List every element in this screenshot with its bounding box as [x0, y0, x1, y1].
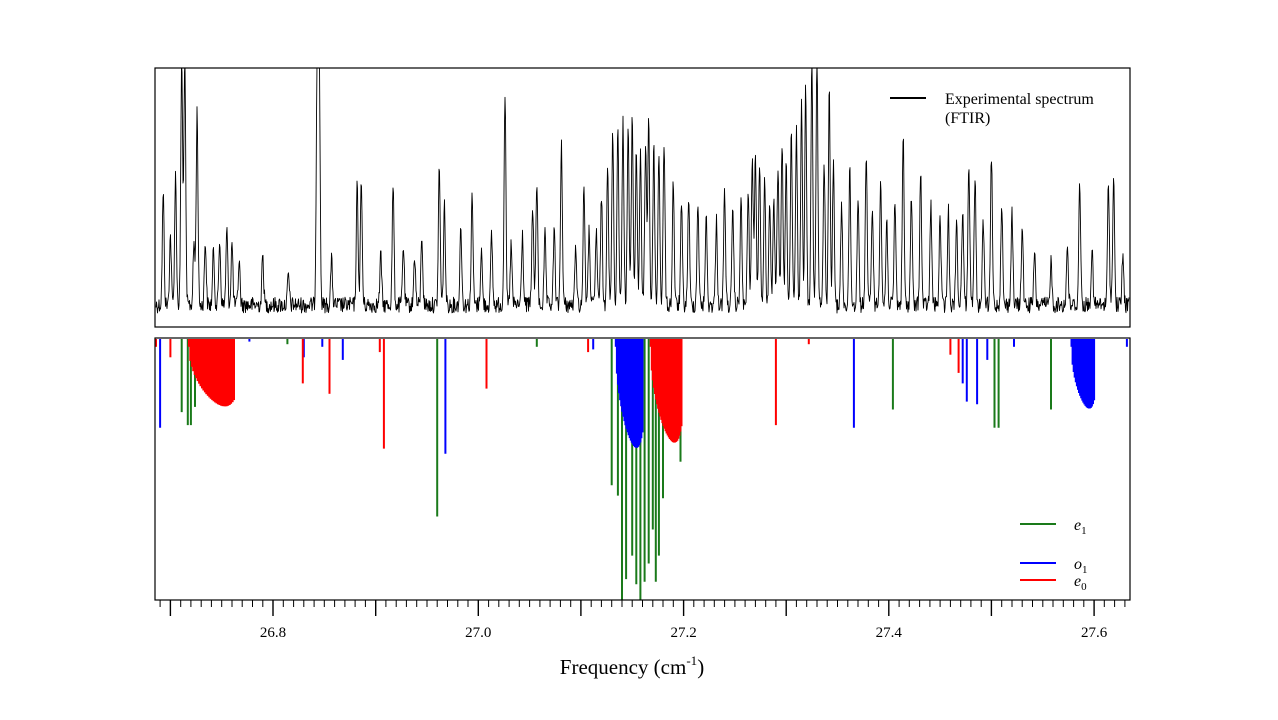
- x-tick-label: 26.8: [260, 625, 286, 641]
- legend-label-e1: e1: [1074, 517, 1087, 537]
- legend-label-e0-sub: 0: [1081, 581, 1087, 593]
- x-tick-label: 27.6: [1081, 625, 1108, 641]
- legend-label-o1: o1: [1074, 556, 1088, 576]
- x-axis-title: Frequency (cm-1): [560, 653, 704, 679]
- x-tick-label: 27.4: [876, 625, 903, 641]
- x-axis-title-unit-exponent: -1: [686, 653, 697, 668]
- experimental-legend-label: Experimental spectrum: [945, 91, 1094, 108]
- x-axis-title-close: ): [697, 655, 704, 679]
- x-tick-label: 27.2: [670, 625, 696, 641]
- legend-label-e0: e0: [1074, 573, 1087, 593]
- experimental-panel: Experimental spectrum (FTIR): [154, 67, 1131, 328]
- x-axis: 26.8 27.0 27.2 27.4 27.6: [159, 600, 1126, 641]
- legend-label-e1-sub: 1: [1081, 525, 1087, 537]
- experimental-spectrum-trace: [155, 68, 1130, 314]
- calculated-sticks: [155, 339, 1128, 600]
- experimental-legend-label-line2: (FTIR): [945, 110, 990, 127]
- calculated-panel: e1 o1 e0: [154, 337, 1131, 601]
- legend-label-o1-sub: 1: [1082, 564, 1088, 576]
- x-tick-label: 27.0: [465, 625, 491, 641]
